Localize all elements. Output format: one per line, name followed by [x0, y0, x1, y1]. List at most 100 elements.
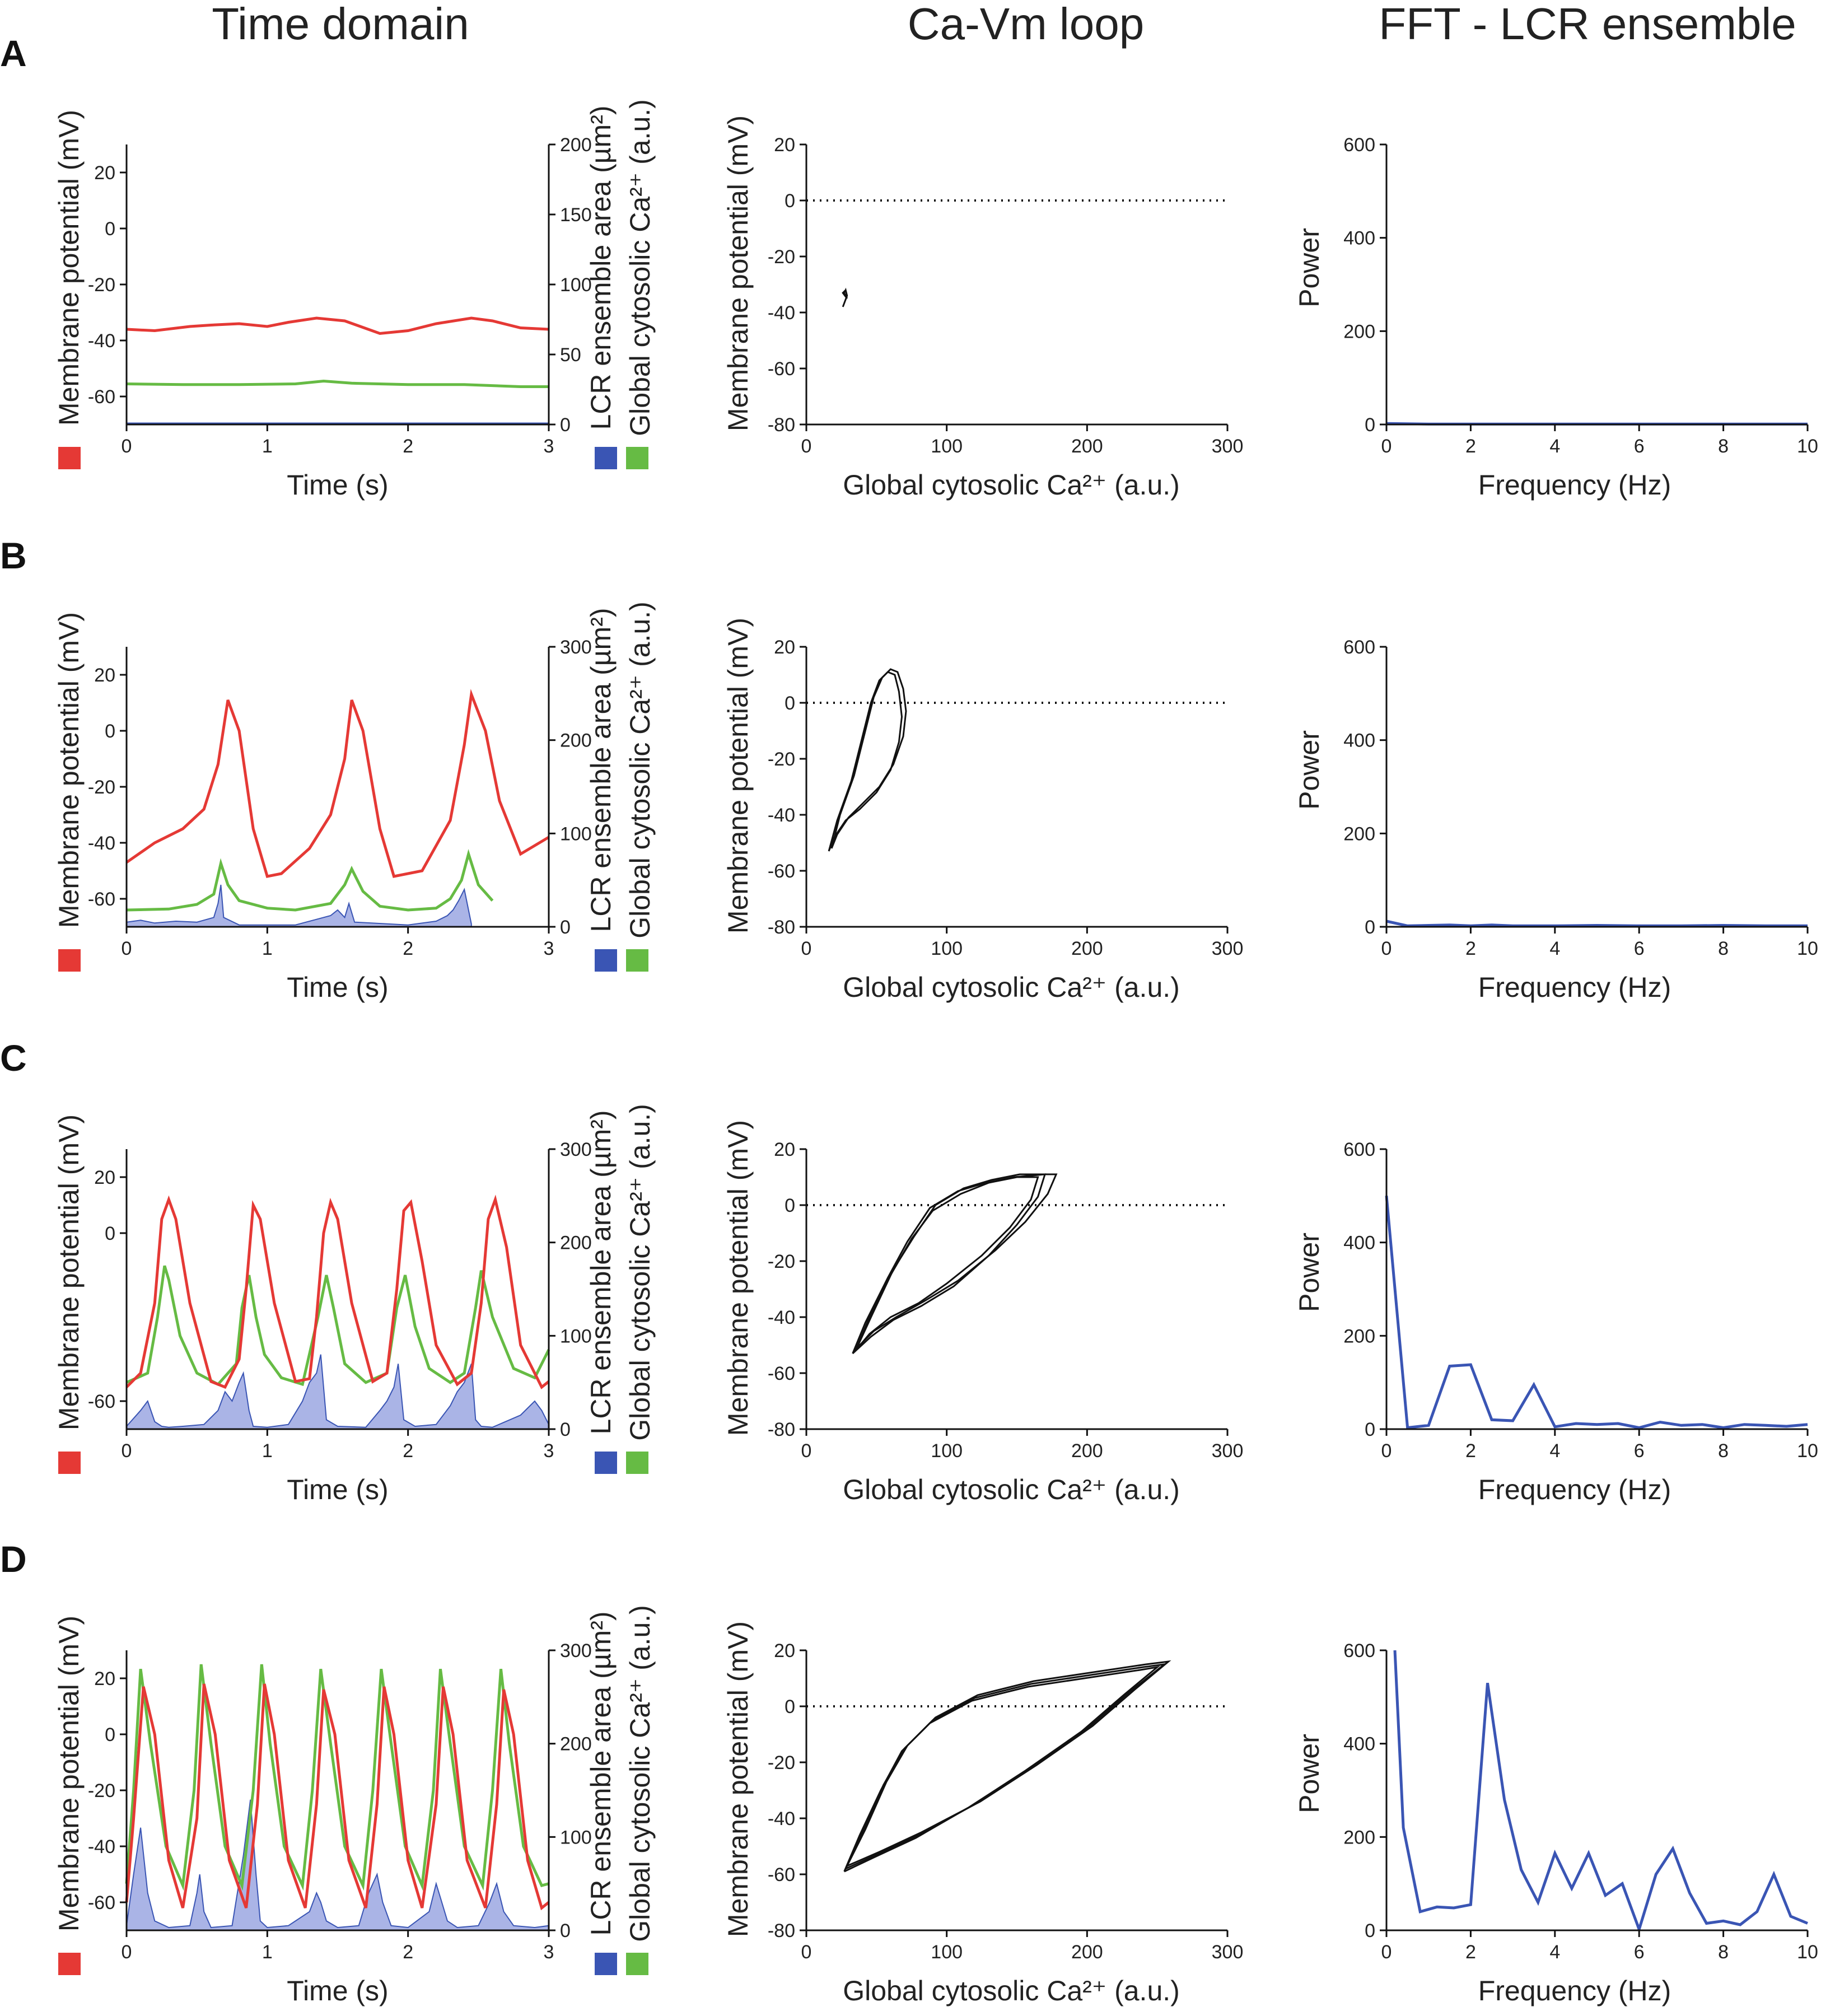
lcr-area-series: [126, 1799, 549, 1931]
membrane-potential-series: [125, 1683, 550, 1911]
y-right-tick-label: 0: [560, 414, 571, 436]
x-axis-label: Global cytosolic Ca²⁺ (a.u.): [843, 1474, 1180, 1505]
y-axis-label-left: Membrane potential (mV): [53, 1616, 85, 1931]
y-tick-label: -40: [88, 1836, 115, 1858]
loop-trajectory: [856, 1173, 1058, 1349]
x-tick-label: 2: [1465, 938, 1476, 959]
lcr-area-series: [126, 1354, 549, 1430]
y-tick-label: 200: [1343, 321, 1375, 342]
y-axis-label-left: Membrane potential (mV): [53, 110, 85, 426]
y-axis-label: Membrane potential (mV): [722, 1120, 754, 1436]
y-tick-label: -80: [768, 414, 795, 436]
x-tick-label: 3: [544, 938, 554, 959]
y-right-tick-label: 50: [560, 344, 581, 366]
x-tick-label: 300: [1212, 1942, 1244, 1963]
x-tick-label: 300: [1212, 1440, 1244, 1462]
y-axis-label: Power: [1294, 1734, 1325, 1813]
x-tick-label: 200: [1071, 1942, 1103, 1963]
y-axis-label: Membrane potential (mV): [722, 1621, 754, 1937]
y-tick-label: 0: [785, 1696, 795, 1718]
x-axis-label: Global cytosolic Ca²⁺ (a.u.): [843, 1975, 1180, 2006]
y-tick-label: 200: [1343, 1827, 1375, 1848]
calcium-legend-swatch: [626, 1953, 648, 1975]
y-axis-label-right-lcr: LCR ensemble area (µm²): [585, 1110, 617, 1435]
x-tick-label: 0: [122, 436, 132, 457]
x-tick-label: 2: [1465, 1942, 1476, 1963]
x-tick-label: 0: [801, 938, 812, 959]
y-right-tick-label: 300: [560, 637, 592, 658]
y-tick-label: -20: [88, 274, 115, 296]
calcium-series: [125, 1265, 550, 1387]
lcr-legend-swatch: [595, 447, 617, 469]
panel-letter: D: [0, 1538, 27, 1580]
y-tick-label: -60: [88, 889, 115, 910]
membrane-legend-swatch: [58, 1452, 81, 1474]
fft-chart: 0 2 4 6 8 10 0 200 400 600 Frequency (Hz) Power: [1294, 1640, 1818, 2006]
y-right-tick-label: 0: [560, 1419, 571, 1440]
y-tick-label: 20: [94, 1668, 115, 1690]
x-tick-label: 2: [403, 436, 413, 457]
y-tick-label: 0: [785, 693, 795, 714]
y-right-tick-label: 200: [560, 730, 592, 752]
y-tick-label: 600: [1343, 1640, 1375, 1662]
y-tick-label: 20: [94, 1167, 115, 1188]
y-tick-label: -60: [768, 861, 795, 882]
y-axis-label-right-lcr: LCR ensemble area (µm²): [585, 106, 617, 430]
x-axis-label: Frequency (Hz): [1478, 1474, 1671, 1505]
y-tick-label: 400: [1343, 1233, 1375, 1254]
y-right-tick-label: 100: [560, 1326, 592, 1347]
y-right-tick-label: 200: [560, 1233, 592, 1254]
y-tick-label: 20: [94, 665, 115, 686]
x-tick-label: 10: [1797, 436, 1818, 457]
y-axis-label-right-calcium: Global cytosolic Ca²⁺ (a.u.): [624, 1605, 656, 1942]
y-axis-label-right-lcr: LCR ensemble area (µm²): [585, 608, 617, 932]
y-axis-label: Power: [1294, 730, 1325, 810]
x-tick-label: 2: [403, 938, 413, 959]
x-tick-label: 0: [1381, 938, 1392, 959]
x-tick-label: 6: [1634, 436, 1645, 457]
calcium-legend-swatch: [626, 447, 648, 469]
calcium-legend-swatch: [626, 949, 648, 972]
y-tick-label: 0: [1365, 414, 1375, 436]
lcr-legend-swatch: [595, 1953, 617, 1975]
x-tick-label: 10: [1797, 1440, 1818, 1462]
x-tick-label: 4: [1549, 938, 1560, 959]
lcr-legend-swatch: [595, 949, 617, 972]
y-tick-label: -60: [88, 386, 115, 408]
y-tick-label: -40: [768, 302, 795, 324]
x-axis-label: Frequency (Hz): [1478, 1975, 1671, 2006]
calcium-legend-swatch: [626, 1452, 648, 1474]
column-title-time-domain: Time domain: [212, 0, 469, 49]
y-right-tick-label: 0: [560, 1920, 571, 1942]
fft-power-series: [1385, 1196, 1808, 1430]
y-tick-label: 0: [1365, 917, 1375, 938]
y-tick-label: 600: [1343, 134, 1375, 156]
y-right-tick-label: 0: [560, 917, 571, 938]
y-tick-label: -60: [768, 1363, 795, 1384]
x-axis-label: Frequency (Hz): [1478, 972, 1671, 1003]
y-tick-label: 20: [774, 637, 795, 658]
x-tick-label: 3: [544, 1942, 554, 1963]
x-tick-label: 8: [1718, 938, 1729, 959]
y-tick-label: 600: [1343, 637, 1375, 658]
y-tick-label: -80: [768, 917, 795, 938]
loop-trajectory: [842, 287, 848, 307]
x-axis-label: Global cytosolic Ca²⁺ (a.u.): [843, 469, 1180, 501]
fft-chart: 0 2 4 6 8 10 0 200 400 600 Frequency (Hz) Power: [1294, 1139, 1818, 1505]
x-tick-label: 300: [1212, 938, 1244, 959]
x-tick-label: 2: [403, 1942, 413, 1963]
membrane-potential-series: [125, 1194, 550, 1389]
x-tick-label: 8: [1718, 1942, 1729, 1963]
membrane-potential-series: [126, 316, 549, 335]
y-tick-label: -80: [768, 1920, 795, 1942]
x-tick-label: 8: [1718, 436, 1729, 457]
y-tick-label: -20: [768, 749, 795, 770]
